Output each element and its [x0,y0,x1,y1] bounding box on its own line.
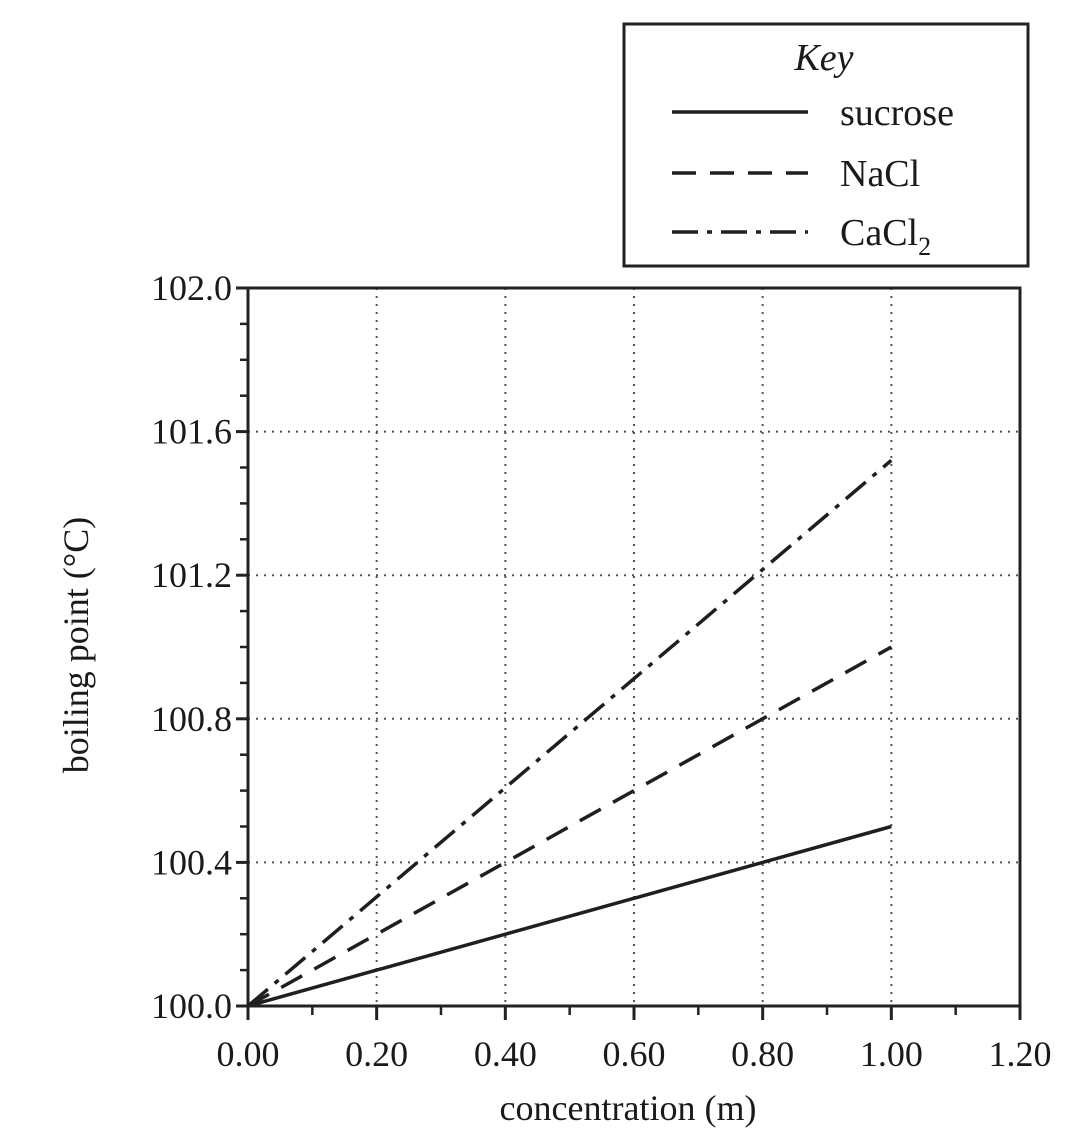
legend-label-cacl2-base: CaCl [840,212,918,254]
ticks-layer [236,286,1022,1020]
x-tick-label: 1.00 [860,1034,923,1074]
x-tick-label: 0.80 [731,1034,794,1074]
legend-box [622,22,1030,268]
series-layer [246,458,893,1008]
x-tick-label: 1.20 [989,1034,1052,1074]
legend-label-nacl: NaCl [840,153,920,195]
legend-title: Key [793,37,853,79]
legend-label-sucrose: sucrose [840,92,954,134]
y-tick-label: 100.4 [151,842,232,882]
y-tick-label: 101.6 [151,412,232,452]
x-axis-title: concentration (m) [500,1088,757,1128]
y-tick-label: 102.0 [151,268,232,308]
series-line-nacl [247,645,893,1008]
x-tick-label: 0.60 [603,1034,666,1074]
x-tick-label: 0.20 [345,1034,408,1074]
y-axis-title: boiling point (°C) [56,517,96,773]
x-tick-label: 0.00 [217,1034,280,1074]
grid-layer [248,288,1020,1006]
tick-label-layer: 0.00 0.20 0.40 0.60 0.80 1.00 1.20 100.0 100.4 10… [151,268,1052,1074]
x-tick-label: 0.40 [474,1034,537,1074]
y-tick-label: 100.8 [151,699,232,739]
y-tick-label: 101.2 [151,555,232,595]
legend-label-cacl2-subscript: 2 [918,232,931,261]
legend: Key sucrose NaCl CaCl2 [622,22,1030,268]
y-tick-label: 100.0 [151,986,232,1026]
legend-label-cacl2: CaCl2 [840,212,931,261]
series-line-cacl2 [246,458,893,1008]
series-line-sucrose [247,824,892,1008]
